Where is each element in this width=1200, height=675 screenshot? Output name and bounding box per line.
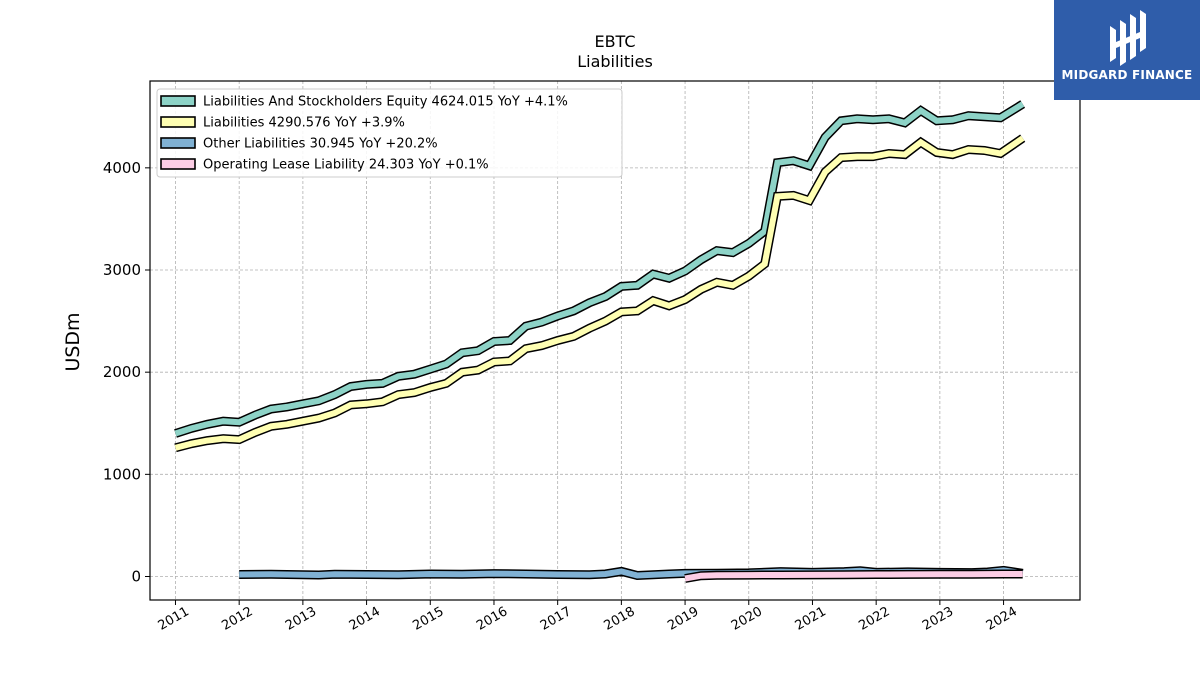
- x-tick-label: 2019: [665, 604, 701, 634]
- legend-box: [156, 88, 623, 178]
- x-tick-label: 2018: [602, 604, 638, 634]
- y-tick-label: 3000: [103, 261, 141, 279]
- y-tick-label: 0: [131, 568, 141, 586]
- series-liabilities-and-stockholders-equity: [174, 100, 1026, 438]
- legend-label: Liabilities 4290.576 YoY +3.9%: [203, 116, 405, 131]
- legend: Liabilities And Stockholders Equity 4624…: [156, 88, 623, 178]
- x-tick-label: 2021: [793, 604, 829, 634]
- y-tick-label: 1000: [103, 465, 141, 483]
- series-line: [174, 101, 1025, 437]
- chart-title: EBTC: [594, 32, 635, 51]
- x-tick-label: 2022: [856, 604, 892, 634]
- y-tick-label: 4000: [103, 159, 141, 177]
- legend-swatch: [160, 137, 196, 149]
- series-line: [174, 135, 1025, 451]
- x-tick-label: 2013: [283, 604, 319, 634]
- legend-label: Liabilities And Stockholders Equity 4624…: [203, 95, 568, 110]
- legend-item: Liabilities 4290.576 YoY +3.9%: [160, 116, 405, 131]
- x-tick-label: 2016: [474, 604, 510, 634]
- x-tick-label: 2017: [538, 604, 574, 634]
- y-axis-label: USDm: [62, 312, 84, 371]
- series-liabilities: [174, 134, 1026, 453]
- series-operating-lease-liability: [684, 569, 1023, 583]
- x-tick-label: 2024: [984, 604, 1020, 634]
- x-tick-label: 2020: [729, 604, 765, 634]
- x-tick-label: 2015: [410, 604, 446, 634]
- plot-frame: [149, 80, 1081, 601]
- x-tick-label: 2011: [156, 604, 192, 634]
- brand-logo: MIDGARD FINANCE: [1054, 0, 1200, 100]
- series-layer: [174, 100, 1026, 583]
- brand-name: MIDGARD FINANCE: [1061, 68, 1193, 82]
- legend-swatch: [160, 158, 196, 170]
- axes-layer: 2011 2012 2013 2014 2015 2016 2017 2018 2019 2020…: [103, 159, 1020, 634]
- x-tick-label: 2012: [219, 604, 255, 634]
- legend-swatch: [160, 116, 196, 128]
- x-tick-label: 2023: [920, 604, 956, 634]
- midgard-logo-icon: [1110, 10, 1146, 66]
- legend-item: Other Liabilities 30.945 YoY +20.2%: [160, 137, 438, 152]
- legend-swatch: [160, 95, 196, 107]
- series-line: [684, 571, 1023, 582]
- chart-subtitle: Liabilities: [577, 52, 653, 71]
- legend-item: Operating Lease Liability 24.303 YoY +0.…: [160, 158, 489, 173]
- x-tick-label: 2014: [347, 604, 383, 634]
- legend-item: Liabilities And Stockholders Equity 4624…: [160, 95, 568, 110]
- legend-label: Other Liabilities 30.945 YoY +20.2%: [203, 137, 438, 152]
- y-tick-label: 2000: [103, 363, 141, 381]
- legend-label: Operating Lease Liability 24.303 YoY +0.…: [203, 158, 489, 173]
